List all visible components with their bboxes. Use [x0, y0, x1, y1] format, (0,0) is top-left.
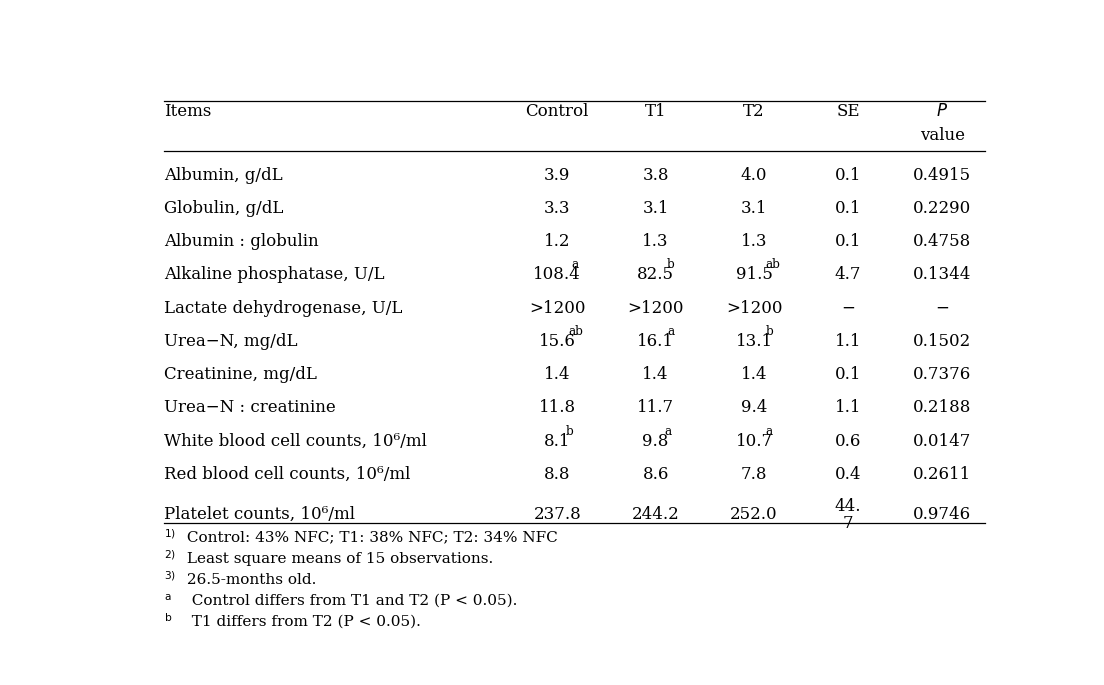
Text: 7: 7 [842, 514, 853, 532]
Text: 0.1344: 0.1344 [913, 266, 972, 284]
Text: 7.8: 7.8 [741, 466, 767, 483]
Text: White blood cell counts, 10⁶/ml: White blood cell counts, 10⁶/ml [163, 433, 426, 449]
Text: Urea−N : creatinine: Urea−N : creatinine [163, 399, 336, 416]
Text: 1.4: 1.4 [741, 366, 767, 383]
Text: b: b [566, 425, 574, 438]
Text: $^{\rm a}$: $^{\rm a}$ [163, 594, 171, 608]
Text: 11.7: 11.7 [637, 399, 675, 416]
Text: $^{3)}$: $^{3)}$ [163, 573, 176, 587]
Text: 3.9: 3.9 [544, 166, 571, 184]
Text: 0.1: 0.1 [835, 234, 861, 250]
Text: 13.1: 13.1 [735, 333, 773, 350]
Text: 0.2188: 0.2188 [913, 399, 972, 416]
Text: 16.1: 16.1 [637, 333, 675, 350]
Text: 0.7376: 0.7376 [913, 366, 972, 383]
Text: 4.0: 4.0 [741, 166, 767, 184]
Text: b: b [667, 258, 675, 271]
Text: 3.3: 3.3 [544, 200, 571, 217]
Text: 3.1: 3.1 [741, 200, 767, 217]
Text: Least square means of 15 observations.: Least square means of 15 observations. [182, 551, 493, 566]
Text: Globulin, g/dL: Globulin, g/dL [163, 200, 283, 217]
Text: 44.: 44. [835, 498, 861, 514]
Text: 0.6: 0.6 [835, 433, 861, 449]
Text: Control differs from T1 and T2 (P < 0.05).: Control differs from T1 and T2 (P < 0.05… [182, 594, 518, 608]
Text: Albumin : globulin: Albumin : globulin [163, 234, 318, 250]
Text: $^{2)}$: $^{2)}$ [163, 551, 176, 566]
Text: Items: Items [163, 103, 211, 121]
Text: ab: ab [765, 258, 781, 271]
Text: 0.4758: 0.4758 [913, 234, 972, 250]
Text: 237.8: 237.8 [533, 506, 581, 523]
Text: 91.5: 91.5 [735, 266, 773, 284]
Text: 108.4: 108.4 [533, 266, 581, 284]
Text: 0.2611: 0.2611 [913, 466, 972, 483]
Text: 8.1: 8.1 [544, 433, 571, 449]
Text: −: − [841, 300, 856, 316]
Text: >1200: >1200 [627, 300, 683, 316]
Text: Creatinine, mg/dL: Creatinine, mg/dL [163, 366, 317, 383]
Text: 252.0: 252.0 [730, 506, 778, 523]
Text: T1: T1 [645, 103, 667, 121]
Text: Albumin, g/dL: Albumin, g/dL [163, 166, 283, 184]
Text: 0.1: 0.1 [835, 166, 861, 184]
Text: $P$: $P$ [936, 103, 948, 121]
Text: 1.4: 1.4 [544, 366, 571, 383]
Text: 0.9746: 0.9746 [913, 506, 972, 523]
Text: Urea−N, mg/dL: Urea−N, mg/dL [163, 333, 297, 350]
Text: b: b [765, 325, 773, 338]
Text: T2: T2 [743, 103, 765, 121]
Text: 1.1: 1.1 [835, 399, 861, 416]
Text: Platelet counts, 10⁶/ml: Platelet counts, 10⁶/ml [163, 506, 354, 523]
Text: 8.8: 8.8 [544, 466, 571, 483]
Text: 244.2: 244.2 [631, 506, 680, 523]
Text: >1200: >1200 [529, 300, 585, 316]
Text: 10.7: 10.7 [735, 433, 773, 449]
Text: 0.4: 0.4 [835, 466, 861, 483]
Text: 8.6: 8.6 [643, 466, 669, 483]
Text: 1.3: 1.3 [741, 234, 767, 250]
Text: 1.1: 1.1 [835, 333, 861, 350]
Text: 11.8: 11.8 [539, 399, 576, 416]
Text: $^{1)}$: $^{1)}$ [163, 531, 176, 545]
Text: 0.0147: 0.0147 [913, 433, 972, 449]
Text: 0.4915: 0.4915 [913, 166, 972, 184]
Text: ab: ab [569, 325, 583, 338]
Text: −: − [935, 300, 949, 316]
Text: 1.3: 1.3 [643, 234, 669, 250]
Text: 1.2: 1.2 [544, 234, 571, 250]
Text: 9.4: 9.4 [741, 399, 767, 416]
Text: 9.8: 9.8 [643, 433, 669, 449]
Text: 0.2290: 0.2290 [913, 200, 972, 217]
Text: SE: SE [837, 103, 860, 121]
Text: 0.1: 0.1 [835, 200, 861, 217]
Text: Alkaline phosphatase, U/L: Alkaline phosphatase, U/L [163, 266, 384, 284]
Text: 4.7: 4.7 [835, 266, 861, 284]
Text: $^{\rm b}$: $^{\rm b}$ [163, 615, 172, 629]
Text: Red blood cell counts, 10⁶/ml: Red blood cell counts, 10⁶/ml [163, 466, 410, 483]
Text: Lactate dehydrogenase, U/L: Lactate dehydrogenase, U/L [163, 300, 402, 316]
Text: 0.1502: 0.1502 [913, 333, 972, 350]
Text: a: a [571, 258, 578, 271]
Text: 82.5: 82.5 [637, 266, 675, 284]
Text: a: a [765, 425, 773, 438]
Text: T1 differs from T2 (P < 0.05).: T1 differs from T2 (P < 0.05). [182, 615, 422, 629]
Text: 15.6: 15.6 [539, 333, 575, 350]
Text: 3.1: 3.1 [643, 200, 669, 217]
Text: value: value [920, 127, 965, 144]
Text: Control: Control [526, 103, 588, 121]
Text: Control: 43% NFC; T1: 38% NFC; T2: 34% NFC: Control: 43% NFC; T1: 38% NFC; T2: 34% N… [182, 531, 559, 545]
Text: 1.4: 1.4 [643, 366, 669, 383]
Text: 3.8: 3.8 [643, 166, 669, 184]
Text: a: a [665, 425, 671, 438]
Text: a: a [667, 325, 675, 338]
Text: >1200: >1200 [725, 300, 783, 316]
Text: 0.1: 0.1 [835, 366, 861, 383]
Text: 26.5-months old.: 26.5-months old. [182, 573, 317, 587]
